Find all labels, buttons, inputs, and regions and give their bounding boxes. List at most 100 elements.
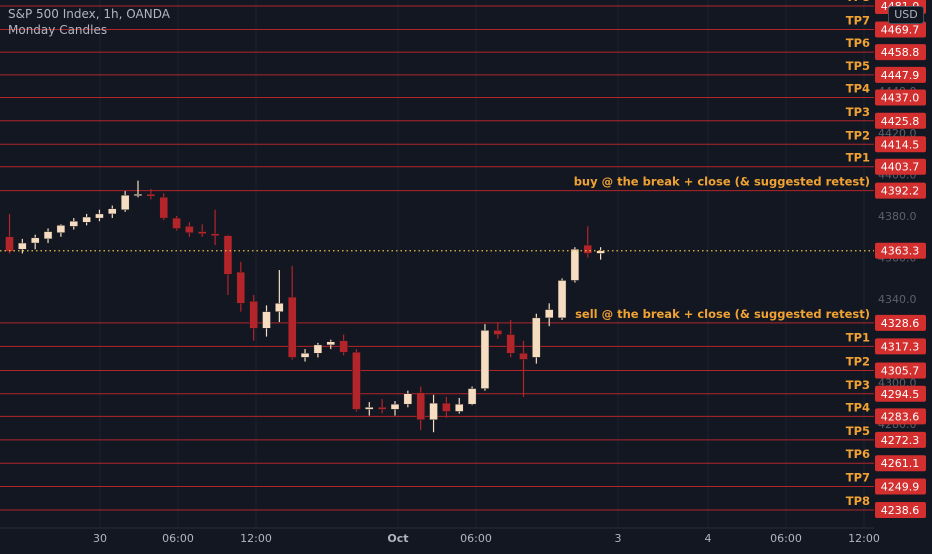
- currency-button[interactable]: USD: [888, 6, 924, 24]
- x-tick-label: 12:00: [848, 532, 880, 545]
- price-tag-label: 4249.9: [881, 481, 920, 494]
- price-tag-label: 4283.6: [881, 410, 920, 423]
- candle-body: [69, 220, 78, 227]
- candle-body: [210, 233, 220, 236]
- price-tag-box: [875, 66, 926, 83]
- level-label: TP8: [846, 494, 870, 508]
- candle-body: [159, 197, 168, 219]
- price-tag: 4469.7: [875, 21, 926, 38]
- symbol-title: S&P 500 Index, 1h, OANDA: [8, 7, 170, 21]
- level-label: TP4: [846, 400, 870, 414]
- price-tag: 4249.9: [875, 478, 926, 495]
- x-tick-label: 06:00: [460, 532, 492, 545]
- price-tag-box: [875, 112, 926, 129]
- candle-body: [506, 334, 515, 354]
- price-tag: 4414.5: [875, 136, 926, 153]
- candle-body: [18, 242, 27, 250]
- price-tag-label: 4363.3: [881, 245, 920, 258]
- price-tag: 4328.6: [875, 314, 926, 331]
- candle-body: [545, 309, 554, 319]
- level-label: TP8: [846, 0, 870, 4]
- price-tag-label: 4425.8: [881, 115, 920, 128]
- x-tick-label: Oct: [387, 532, 408, 545]
- price-tag-label: 4469.7: [881, 23, 920, 36]
- price-tag-box: [875, 385, 926, 402]
- price-tag: 4447.9: [875, 66, 926, 83]
- candle-body: [532, 317, 541, 358]
- price-tag-label: 4238.6: [881, 504, 920, 517]
- price-tag-label: 4272.3: [881, 434, 920, 447]
- candle-body: [570, 249, 580, 281]
- candle-body: [416, 392, 425, 420]
- candle-body: [365, 407, 374, 410]
- price-tag: 4261.1: [875, 455, 926, 472]
- level-label: TP1: [846, 330, 870, 344]
- price-tags-layer: 4481.04469.74458.84447.94437.04425.84414…: [875, 0, 926, 518]
- candle-body: [429, 402, 438, 420]
- price-tag: 4283.6: [875, 408, 926, 425]
- candle-body: [596, 250, 605, 254]
- price-tag-box: [875, 182, 926, 199]
- candle-body: [236, 271, 246, 304]
- price-tag-label: 4317.3: [881, 340, 920, 353]
- level-label: TP6: [846, 36, 870, 50]
- price-tag-label: 4458.8: [881, 46, 920, 59]
- price-tag-box: [875, 44, 926, 61]
- price-tag-label: 4328.6: [881, 317, 920, 330]
- level-label: TP7: [846, 13, 870, 27]
- x-tick-label: 30: [93, 532, 107, 545]
- price-tag: 4403.7: [875, 158, 926, 175]
- candle-body: [313, 344, 323, 354]
- price-tag-box: [875, 338, 926, 355]
- price-tag-box: [875, 136, 926, 153]
- level-label: TP5: [846, 59, 870, 73]
- candle-body: [352, 351, 361, 410]
- price-tag-label: 4414.5: [881, 138, 920, 151]
- x-tick-label: 06:00: [162, 532, 194, 545]
- x-tick-label: 4: [705, 532, 712, 545]
- price-tag-label: 4392.2: [881, 185, 920, 198]
- candle-body: [390, 403, 400, 410]
- candle-body: [480, 330, 490, 389]
- price-tag-box: [875, 89, 926, 106]
- candle-body: [326, 341, 335, 346]
- candle-body: [82, 216, 91, 223]
- candle-body: [43, 231, 53, 240]
- candle-body: [519, 353, 528, 360]
- level-label: TP1: [846, 151, 870, 165]
- price-tag-box: [875, 158, 926, 175]
- candle-body: [5, 236, 14, 252]
- price-tag: 4272.3: [875, 431, 926, 448]
- candle-body: [262, 311, 271, 329]
- candle-body: [172, 217, 181, 229]
- price-tag: 4317.3: [875, 338, 926, 355]
- level-label: TP3: [846, 105, 870, 119]
- candles-layer: [5, 180, 605, 433]
- candle-body: [249, 301, 258, 329]
- x-tick-label: 12:00: [240, 532, 272, 545]
- x-tick-label: 3: [615, 532, 622, 545]
- level-label: TP6: [846, 447, 870, 461]
- candle-body: [403, 393, 413, 405]
- candle-body: [288, 296, 297, 358]
- current-price-tag: 4363.3: [875, 242, 926, 259]
- price-tag-box: [875, 455, 926, 472]
- price-tag: 4294.5: [875, 385, 926, 402]
- price-tag-label: 4403.7: [881, 161, 920, 174]
- candle-body: [95, 213, 104, 219]
- price-tag-label: 4447.9: [881, 69, 920, 82]
- level-label: TP3: [846, 378, 870, 392]
- candle-body: [493, 330, 502, 335]
- candle-body: [339, 340, 348, 353]
- level-label: TP2: [846, 128, 870, 142]
- candle-body: [442, 402, 451, 412]
- y-tick-label: 4340.0: [878, 293, 917, 306]
- x-tick-label: 06:00: [770, 532, 802, 545]
- price-tag: 4437.0: [875, 89, 926, 106]
- price-tag-box: [875, 431, 926, 448]
- level-label: buy @ the break + close (& suggested ret…: [574, 175, 870, 189]
